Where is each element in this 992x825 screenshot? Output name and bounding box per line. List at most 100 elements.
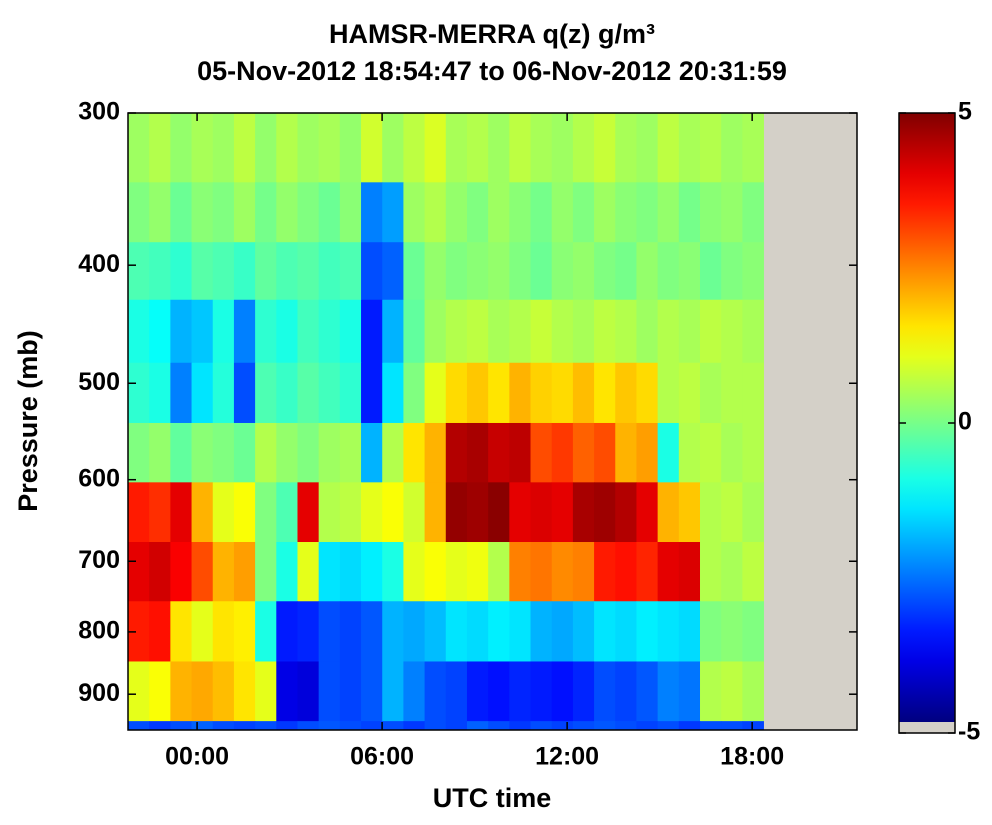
heatmap-cell [382,422,404,483]
heatmap-cell [551,362,574,424]
heatmap-cell [636,542,659,602]
heatmap-cell [509,482,531,543]
heatmap-cell [509,113,531,183]
heatmap-cell [339,601,362,662]
heatmap-cell [615,299,637,364]
heatmap-cell [594,482,616,543]
heatmap-cell [466,242,489,301]
heatmap-cell [530,482,553,543]
heatmap-cell [700,113,722,183]
heatmap-cell [657,422,680,483]
heatmap-cell [700,601,722,662]
heatmap-cell [255,482,277,543]
heatmap-cell [572,542,595,602]
heatmap-cell [191,721,214,731]
heatmap-cell [551,482,574,543]
heatmap-cell [403,482,425,543]
heatmap-cell [615,362,637,424]
heatmap-cell [488,542,510,602]
heatmap-cell [721,601,743,662]
heatmap-cell [551,299,574,364]
heatmap-cell [212,113,235,183]
heatmap-cell [191,299,214,364]
heatmap-cell [721,661,743,722]
heatmap-cell [191,113,214,183]
heatmap-cell [445,482,468,543]
heatmap-cell [657,182,680,243]
heatmap-cell [700,242,722,301]
heatmap-cell [149,299,171,364]
heatmap-cell [361,721,383,731]
heatmap-cell [700,482,722,543]
heatmap-cell [149,242,171,301]
heatmap-cell [700,362,722,424]
heatmap-cell [530,182,553,243]
heatmap-cell [339,182,362,243]
heatmap-cell [170,299,192,364]
heatmap-cell [594,299,616,364]
y-tick-label: 600 [78,464,120,492]
heatmap-cell [700,182,722,243]
heatmap-cell [657,482,680,543]
heatmap-cell [361,542,383,602]
heatmap-cell [678,721,701,731]
heatmap-cell [318,113,341,183]
heatmap-cell [466,422,489,483]
heatmap-cell [636,242,659,301]
heatmap-cell [361,661,383,722]
heatmap-cell [382,542,404,602]
heatmap-cell [233,182,256,243]
x-axis-label: UTC time [433,783,552,813]
heatmap-cell [339,482,362,543]
heatmap-cell [466,482,489,543]
heatmap-cell [191,482,214,543]
heatmap-cell [636,422,659,483]
heatmap-cell [403,299,425,364]
heatmap-cell [297,182,320,243]
heatmap-cell [551,601,574,662]
heatmap-cell [318,661,341,722]
heatmap-cell [594,542,616,602]
heatmap-cell [255,721,277,731]
heatmap-cell [403,601,425,662]
heatmap-cell [424,542,447,602]
heatmap-cell [297,482,320,543]
heatmap-cell [128,721,150,731]
heatmap-cell [530,362,553,424]
heatmap-cell [466,113,489,183]
heatmap-cell [149,182,171,243]
heatmap-cell [551,422,574,483]
y-tick-label: 500 [78,368,120,396]
heatmap-cell [466,721,489,731]
heatmap-cell [594,362,616,424]
heatmap-cell [678,299,701,364]
heatmap-cell [615,422,637,483]
heatmap-cell [233,113,256,183]
heatmap-cell [403,182,425,243]
heatmap-cell [233,242,256,301]
heatmap-cell [678,242,701,301]
heatmap-cell [276,113,298,183]
heatmap-cell [466,299,489,364]
heatmap-cell [445,422,468,483]
heatmap-cell [212,721,235,731]
heatmap-cell [212,362,235,424]
heatmap-cell [128,242,150,301]
heatmap-cell [170,422,192,483]
heatmap-cell [572,661,595,722]
heatmap-cell [233,721,256,731]
heatmap-cell [297,422,320,483]
heatmap-cell [678,601,701,662]
heatmap-cell [721,422,743,483]
heatmap-cell [318,601,341,662]
chart-subtitle: 05-Nov-2012 18:54:47 to 06-Nov-2012 20:3… [197,56,787,86]
heatmap-cell [191,422,214,483]
heatmap-cell [551,242,574,301]
heatmap-cell [721,182,743,243]
heatmap-cell [255,661,277,722]
heatmap-cell [318,362,341,424]
heatmap-cell [424,482,447,543]
heatmap-cell [297,113,320,183]
colorbar-tick-label: 5 [958,98,972,126]
heatmap-cell [530,113,553,183]
